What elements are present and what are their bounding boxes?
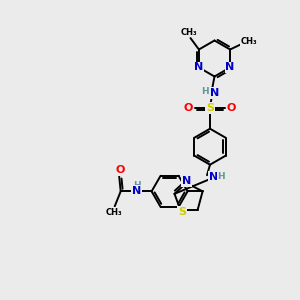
Text: CH₃: CH₃ [181,28,197,37]
Text: N: N [132,186,141,197]
Text: O: O [227,103,236,113]
Text: H: H [133,181,140,190]
Text: N: N [209,172,218,182]
Text: N: N [210,88,219,98]
Text: O: O [115,165,124,176]
Text: N: N [226,62,235,73]
Text: S: S [178,207,186,218]
Text: N: N [182,176,191,186]
Text: N: N [194,62,203,73]
Text: S: S [206,103,214,113]
Text: H: H [201,87,209,96]
Text: O: O [184,103,193,113]
Text: CH₃: CH₃ [106,208,122,217]
Text: CH₃: CH₃ [241,38,258,46]
Text: H: H [217,172,225,182]
